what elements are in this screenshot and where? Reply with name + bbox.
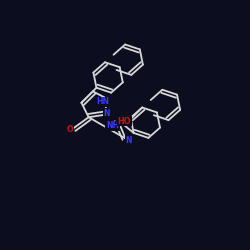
Text: N: N xyxy=(125,136,132,145)
Text: NH: NH xyxy=(106,121,119,130)
Text: HO: HO xyxy=(118,117,131,126)
Text: HN: HN xyxy=(96,97,109,106)
Text: O: O xyxy=(66,125,73,134)
Text: N: N xyxy=(104,109,110,118)
